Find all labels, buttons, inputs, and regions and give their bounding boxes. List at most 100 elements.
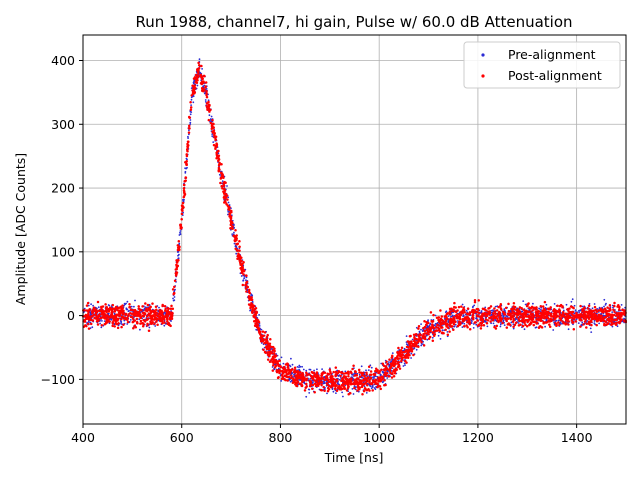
data-point-post xyxy=(211,118,214,122)
data-point-post xyxy=(183,194,186,197)
data-point-post xyxy=(361,371,365,375)
data-point-post xyxy=(582,323,585,326)
data-point-post xyxy=(512,325,515,328)
data-point-post xyxy=(118,310,122,313)
data-point-post xyxy=(170,313,174,317)
data-point-pre xyxy=(447,320,450,322)
data-point-post xyxy=(489,320,492,323)
data-point-pre xyxy=(447,315,450,317)
data-point-post xyxy=(286,366,290,369)
data-point-post xyxy=(561,305,564,308)
data-point-post xyxy=(531,309,534,312)
data-point-post xyxy=(141,305,144,308)
data-point-post xyxy=(383,379,386,382)
data-point-pre xyxy=(127,310,130,312)
data-point-post xyxy=(305,377,309,381)
data-point-post xyxy=(292,377,295,380)
data-point-post xyxy=(236,257,239,261)
data-point-post xyxy=(499,315,502,318)
x-tick-label: 1200 xyxy=(462,430,494,445)
data-point-post xyxy=(117,306,120,310)
data-point-post xyxy=(493,307,496,310)
data-point-post xyxy=(174,274,178,277)
data-point-post xyxy=(141,322,145,325)
data-point-post xyxy=(311,387,314,391)
data-point-post xyxy=(238,256,241,260)
data-point-post xyxy=(581,310,584,313)
data-point-post xyxy=(519,323,522,326)
data-point-post xyxy=(188,127,191,130)
data-point-post xyxy=(531,320,535,324)
data-point-pre xyxy=(251,300,254,303)
data-point-post xyxy=(220,185,223,188)
data-point-pre xyxy=(193,82,195,85)
data-point-pre xyxy=(463,322,466,325)
data-point-pre xyxy=(446,331,449,333)
data-point-pre xyxy=(107,312,110,315)
data-point-post xyxy=(415,341,419,344)
data-point-post xyxy=(456,324,460,328)
data-point-post xyxy=(227,207,231,210)
data-point-post xyxy=(423,320,426,323)
data-point-pre xyxy=(189,119,192,121)
data-point-post xyxy=(300,384,304,388)
data-point-post xyxy=(543,316,546,320)
data-point-post xyxy=(219,181,222,185)
data-point-pre xyxy=(186,158,188,161)
data-point-post xyxy=(234,247,237,251)
data-point-post xyxy=(481,314,484,317)
data-point-pre xyxy=(192,101,195,104)
data-point-post xyxy=(308,381,312,384)
data-point-pre xyxy=(92,304,94,307)
data-point-post xyxy=(291,381,295,385)
data-point-pre xyxy=(99,322,101,325)
data-point-post xyxy=(197,66,201,70)
data-point-post xyxy=(149,320,152,323)
data-point-post xyxy=(213,134,216,137)
data-point-pre xyxy=(188,129,190,132)
data-point-post xyxy=(349,378,353,381)
data-point-post xyxy=(541,305,545,308)
data-point-post xyxy=(566,317,570,321)
data-point-pre xyxy=(431,336,434,339)
data-point-post xyxy=(454,306,457,309)
data-point-post xyxy=(300,378,304,381)
data-point-pre xyxy=(473,304,476,307)
data-point-post xyxy=(365,388,368,392)
data-point-post xyxy=(546,307,550,311)
data-point-pre xyxy=(404,364,406,366)
data-point-pre xyxy=(545,303,548,306)
data-point-post xyxy=(183,191,186,195)
data-point-post xyxy=(153,322,156,326)
data-point-pre xyxy=(490,309,493,312)
data-point-pre xyxy=(402,365,405,367)
data-point-pre xyxy=(184,170,187,173)
data-point-pre xyxy=(282,362,285,365)
data-point-pre xyxy=(612,306,614,309)
data-point-pre xyxy=(228,204,231,206)
data-point-post xyxy=(268,360,272,363)
data-point-post xyxy=(385,366,388,370)
data-point-post xyxy=(291,368,294,371)
data-point-post xyxy=(422,334,425,337)
data-point-pre xyxy=(258,314,260,316)
data-point-post xyxy=(538,315,541,318)
data-point-pre xyxy=(426,338,429,341)
data-point-post xyxy=(134,310,137,313)
data-point-post xyxy=(389,371,392,375)
data-point-post xyxy=(448,313,452,316)
data-point-post xyxy=(600,309,603,313)
data-point-post xyxy=(599,307,603,311)
data-point-pre xyxy=(545,319,548,322)
data-point-post xyxy=(594,308,597,312)
data-point-pre xyxy=(128,321,131,323)
data-point-post xyxy=(440,331,444,335)
data-point-post xyxy=(222,183,226,187)
data-point-pre xyxy=(571,298,574,301)
data-point-post xyxy=(123,316,127,319)
data-point-post xyxy=(266,358,270,361)
y-tick-label: 0 xyxy=(67,308,75,323)
data-point-post xyxy=(143,312,147,315)
data-point-post xyxy=(172,292,175,296)
data-point-post xyxy=(283,374,286,378)
